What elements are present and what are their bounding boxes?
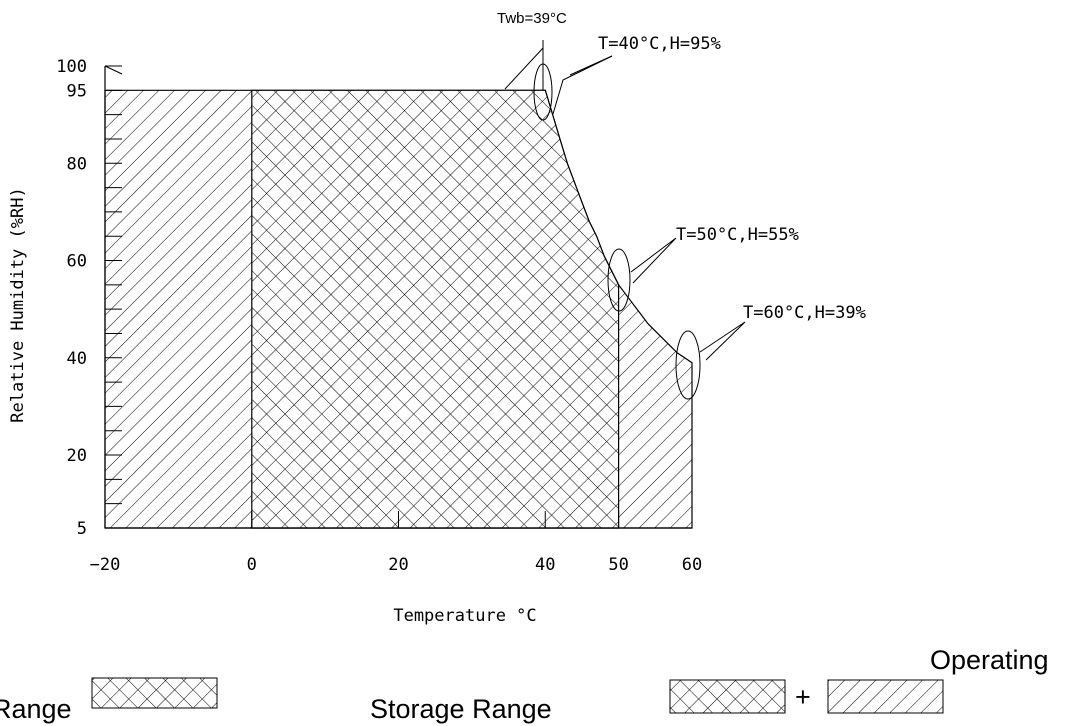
top-edge (104, 65, 123, 75)
callout-twb-label: Twb=39°C (497, 10, 567, 27)
x-tick-label: 20 (388, 555, 408, 575)
callout-twb: Twb=39°C (497, 10, 567, 27)
callout-40-95-marker (533, 63, 553, 121)
callout-60-39-marker (675, 330, 701, 400)
callout-40-95: T=40°C,H=95% (533, 34, 721, 121)
callout-50-55-label: T=50°C,H=55% (676, 225, 799, 245)
y-tick-label: 80 (67, 154, 87, 174)
y-tick-label: 20 (67, 446, 87, 466)
callout-50-55: T=50°C,H=55% (607, 225, 799, 312)
legend-storage-swatch-cross (669, 679, 786, 714)
twb-diagonal (504, 47, 544, 90)
legend-plus: + (795, 682, 811, 712)
callout-40-95-label: T=40°C,H=95% (598, 34, 721, 54)
x-axis-ticks: −20 0 20 40 50 60 (90, 511, 702, 575)
legend-operating-label-cont: Range (0, 694, 72, 724)
y-tick-label: 40 (67, 349, 87, 369)
x-tick-label: 50 (608, 555, 628, 575)
x-tick-label: 40 (535, 555, 555, 575)
legend-storage-swatch-hatch (827, 679, 944, 714)
callout-40-95-pointer (552, 55, 613, 115)
legend-operating-swatch (91, 677, 218, 709)
callout-60-39: T=60°C,H=39% (675, 303, 866, 400)
x-tick-label: −20 (90, 555, 121, 575)
operating-range-hatch (251, 89, 620, 529)
y-tick-label: 60 (67, 252, 87, 272)
legend-storage-label: Storage Range (370, 694, 552, 724)
callout-50-55-marker (607, 248, 631, 312)
callout-60-39-label: T=60°C,H=39% (743, 303, 866, 323)
x-tick-label: 0 (247, 555, 257, 575)
x-tick-label: 60 (682, 555, 702, 575)
x-axis-title: Temperature °C (393, 606, 536, 626)
callout-60-39-pointer (699, 321, 746, 361)
y-axis-title: Relative Humidity (%RH) (8, 187, 28, 422)
y-tick-label: 100 (56, 57, 87, 77)
legend-operating-label: Operating (930, 645, 1049, 675)
y-axis-ticks: 5 20 40 60 80 95 100 (56, 57, 122, 539)
y-tick-label: 5 (77, 519, 87, 539)
callout-40-95-pointer-2 (569, 55, 613, 76)
y-axis-minor-ticks (105, 114, 122, 505)
y-tick-label: 95 (67, 81, 87, 101)
callout-50-55-pointer (630, 237, 677, 284)
